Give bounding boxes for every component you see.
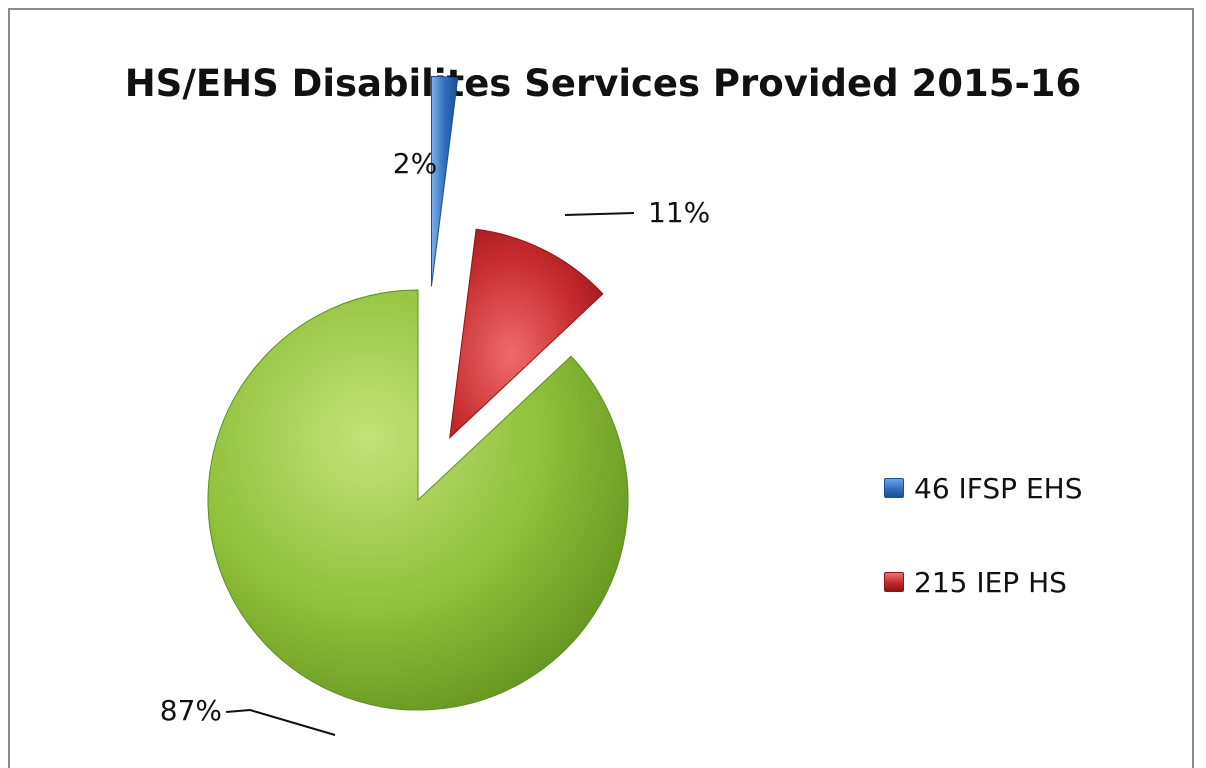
pie-slice-3 <box>207 289 629 711</box>
legend-swatch-blue <box>884 478 904 498</box>
pie-slice-2 <box>449 228 604 439</box>
pie-slice-1 <box>430 75 459 287</box>
leader-line-3 <box>225 708 336 736</box>
data-label-2: 11% <box>648 196 710 229</box>
legend: 46 IFSP EHS 215 IEP HS <box>884 468 1082 656</box>
chart-frame <box>8 8 1194 768</box>
legend-label: 46 IFSP EHS <box>914 471 1083 505</box>
legend-swatch-red <box>884 572 904 592</box>
legend-item-iep: 215 IEP HS <box>884 562 1082 602</box>
legend-item-ifsp: 46 IFSP EHS <box>884 468 1082 508</box>
legend-label: 215 IEP HS <box>914 565 1067 599</box>
leader-line-2 <box>564 212 635 216</box>
data-label-3: 87% <box>160 694 222 727</box>
data-label-1: 2% <box>393 147 437 180</box>
chart-title: HS/EHS Disabilites Services Provided 201… <box>124 62 1082 105</box>
